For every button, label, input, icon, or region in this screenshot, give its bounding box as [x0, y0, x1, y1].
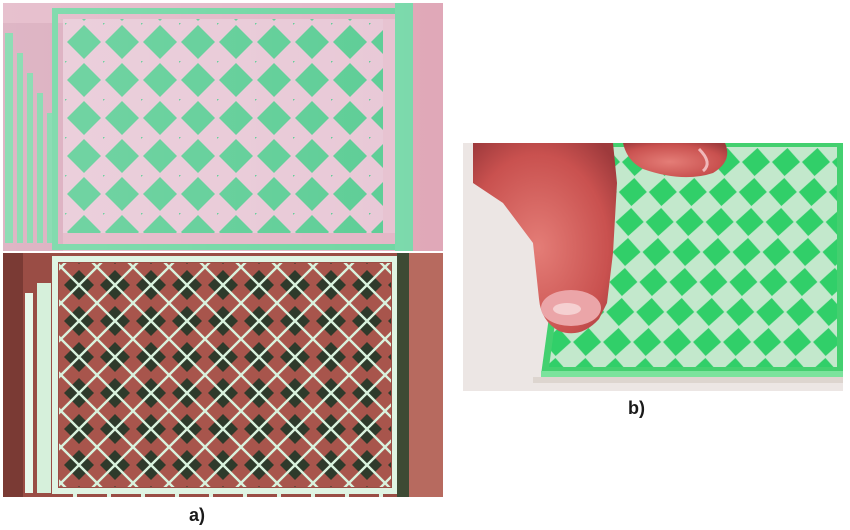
photo-a-bottom-svg [3, 253, 443, 497]
photo-b-svg [463, 143, 843, 391]
photo-a-top-svg [3, 3, 443, 251]
caption-b: b) [628, 398, 645, 419]
photo-b-touch [463, 143, 843, 391]
photo-a-top-pattern [3, 3, 443, 251]
caption-a: a) [189, 505, 205, 526]
photo-a-bottom-pattern [3, 253, 443, 497]
